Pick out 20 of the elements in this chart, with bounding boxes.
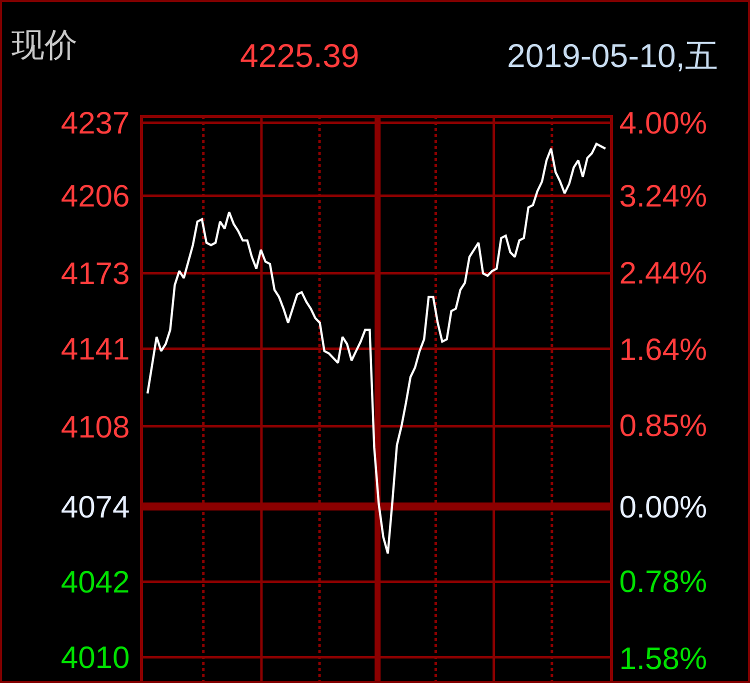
y-tick-label: 4074	[60, 489, 130, 524]
line-series	[146, 142, 607, 555]
y-tick-label: 4173	[60, 256, 130, 292]
y2-tick-label: 2.44%	[619, 255, 708, 290]
y2-tick-label: 1.58%	[619, 640, 708, 676]
text: 4225.39	[240, 37, 360, 74]
y2-tick-label: 0.85%	[619, 408, 708, 443]
y-tick-label: 4206	[60, 178, 130, 214]
y2-tick-label: 4.00%	[619, 106, 708, 141]
y2-tick-label: 3.24%	[619, 178, 708, 214]
y-tick-label: 4010	[60, 640, 130, 675]
y2-tick-label: 1.64%	[619, 332, 708, 368]
y2-tick-label: 0.00%	[619, 489, 708, 524]
y-tick-label: 4237	[60, 106, 130, 141]
y2-tick-label: 0.78%	[619, 564, 708, 600]
chart-title: 现价	[11, 24, 78, 64]
y-tick-label: 4141	[60, 332, 130, 367]
y-tick-label: 4042	[60, 564, 130, 600]
text: 2019-05-10,五	[507, 37, 718, 74]
y-tick-label: 4108	[60, 409, 130, 444]
